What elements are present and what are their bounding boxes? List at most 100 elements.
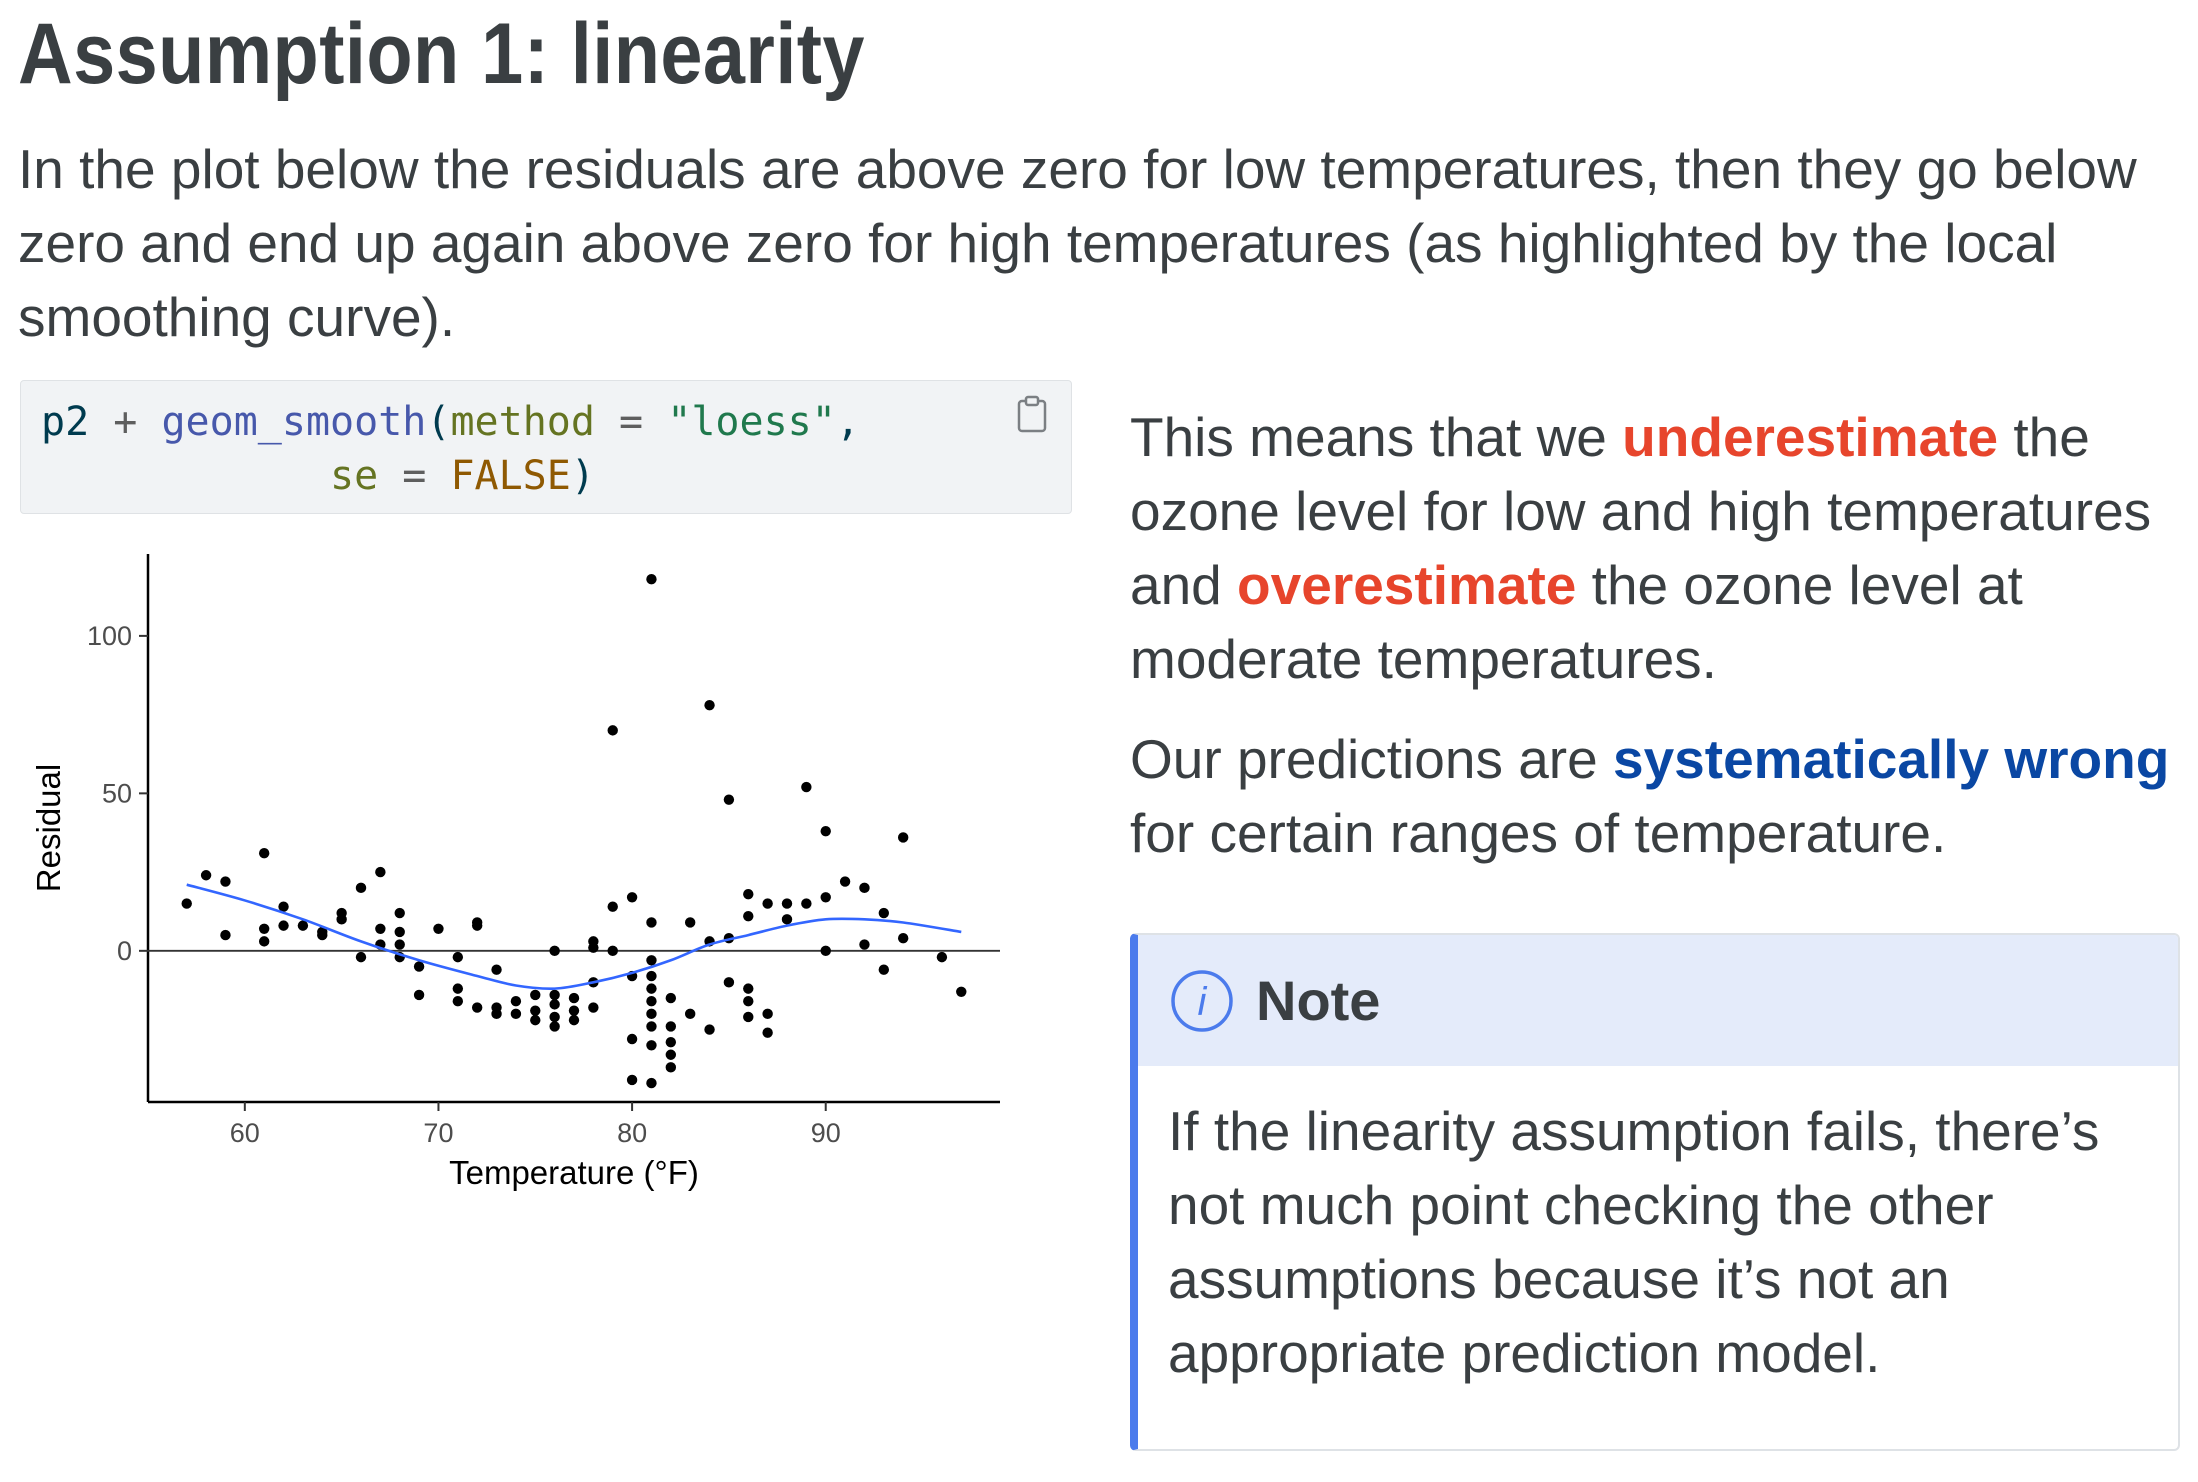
- explanation-text: for certain ranges of temperature.: [1130, 802, 1947, 864]
- code-text: p2 + geom_smooth(method = "loess", se = …: [41, 395, 860, 503]
- x-axis-label: Temperature (°F): [449, 1154, 699, 1191]
- scatter-point: [723, 794, 735, 805]
- scatter-point: [665, 1021, 677, 1032]
- scatter-point: [413, 961, 425, 972]
- note-header: i Note: [1138, 935, 2178, 1066]
- x-tick-label: 90: [811, 1118, 841, 1148]
- scatter-point: [801, 781, 812, 793]
- scatter-point: [220, 929, 231, 941]
- scatter-point: [375, 866, 386, 878]
- scatter-point: [820, 945, 831, 957]
- scatter-point: [665, 992, 677, 1004]
- scatter-point: [704, 699, 715, 711]
- scatter-point: [549, 999, 560, 1010]
- scatter-point: [646, 1008, 657, 1020]
- scatter-point: [452, 996, 464, 1007]
- code-token: ): [570, 453, 595, 499]
- svg-text:i: i: [1198, 980, 1208, 1024]
- scatter-point: [568, 1014, 580, 1026]
- scatter-point: [646, 983, 657, 994]
- scatter-point: [413, 989, 425, 1001]
- scatter-point: [646, 955, 657, 966]
- scatter-point: [684, 917, 696, 928]
- chart-smooth: [186, 883, 962, 991]
- scatter-point: [762, 1027, 773, 1038]
- scatter-point: [355, 882, 367, 894]
- scatter-point: [626, 892, 638, 903]
- scatter-point: [665, 1062, 677, 1073]
- code-token: se: [329, 453, 379, 499]
- scatter-point: [781, 898, 793, 909]
- code-token: =: [402, 453, 427, 499]
- scatter-point: [762, 898, 773, 909]
- scatter-point: [549, 1021, 560, 1032]
- scatter-point: [471, 1002, 483, 1013]
- scatter-point: [743, 983, 754, 994]
- scatter-point: [200, 870, 212, 881]
- scatter-point: [607, 945, 618, 957]
- scatter-point: [839, 876, 851, 887]
- scatter-point: [258, 936, 270, 947]
- scatter-point: [646, 573, 657, 585]
- x-tick-label: 80: [617, 1118, 647, 1148]
- scatter-point: [897, 933, 909, 944]
- code-token: (: [426, 399, 451, 445]
- scatter-point: [743, 910, 754, 922]
- scatter-point: [665, 1036, 677, 1048]
- code-token: =: [619, 399, 644, 445]
- explanation-text: the ozone level for low and high tempera…: [1130, 406, 2152, 616]
- note-title: Note: [1256, 969, 1381, 1032]
- scatter-point: [646, 917, 657, 928]
- scatter-point: [878, 964, 890, 975]
- scatter-point: [936, 951, 948, 963]
- info-icon: i: [1171, 969, 1233, 1032]
- scatter-point: [588, 942, 599, 953]
- code-token: +: [113, 399, 138, 445]
- scatter-point: [297, 920, 309, 931]
- scatter-point: [646, 1040, 657, 1051]
- explanation-text: the ozone level at moderate temperatures…: [1130, 554, 2023, 690]
- scatter-point: [510, 1008, 522, 1020]
- scatter-point: [258, 923, 270, 934]
- scatter-point: [588, 1002, 599, 1013]
- scatter-point: [704, 1024, 715, 1035]
- scatter-point: [530, 1005, 541, 1016]
- scatter-point: [626, 1033, 638, 1045]
- scatter-point: [491, 1008, 502, 1020]
- code-token: "loess": [667, 399, 836, 445]
- scatter-point: [530, 989, 541, 1001]
- intro-paragraph: In the plot below the residuals are abov…: [18, 138, 2137, 348]
- scatter-point: [897, 832, 909, 843]
- underestimate-highlight: underestimate: [1622, 406, 1999, 468]
- scatter-point: [452, 951, 464, 963]
- scatter-point: [820, 892, 831, 903]
- code-token: ,: [835, 399, 860, 445]
- note-callout: i Note If the linearity assumption fails…: [1130, 933, 2180, 1451]
- explanation-paragraph-1: This means that we underestimate the ozo…: [1130, 400, 2180, 696]
- page-title: Assumption 1: linearity: [18, 6, 865, 102]
- code-token: FALSE: [450, 453, 571, 499]
- scatter-point: [878, 907, 890, 919]
- scatter-point: [433, 923, 444, 934]
- scatter-point: [801, 898, 812, 909]
- scatter-point: [743, 1011, 754, 1023]
- scatter-point: [568, 1005, 580, 1016]
- scatter-point: [549, 989, 560, 1001]
- y-tick-label: 50: [102, 778, 132, 808]
- loess-smooth-line: [186, 883, 962, 991]
- scatter-point: [355, 951, 367, 963]
- scatter-point: [317, 926, 328, 938]
- scatter-point: [394, 926, 405, 938]
- note-body: If the linearity assumption fails, there…: [1168, 1100, 2100, 1384]
- scatter-point: [336, 907, 347, 919]
- scatter-point: [568, 992, 580, 1004]
- systematically-wrong-highlight: systematically wrong: [1613, 728, 2170, 790]
- clipboard-icon[interactable]: [1015, 395, 1049, 433]
- scatter-point: [549, 945, 560, 957]
- scatter-point: [781, 914, 793, 925]
- scatter-point: [684, 1008, 696, 1020]
- overestimate-highlight: overestimate: [1237, 554, 1577, 616]
- scatter-point: [646, 1077, 657, 1089]
- scatter-point: [491, 964, 502, 975]
- scatter-point: [258, 847, 270, 859]
